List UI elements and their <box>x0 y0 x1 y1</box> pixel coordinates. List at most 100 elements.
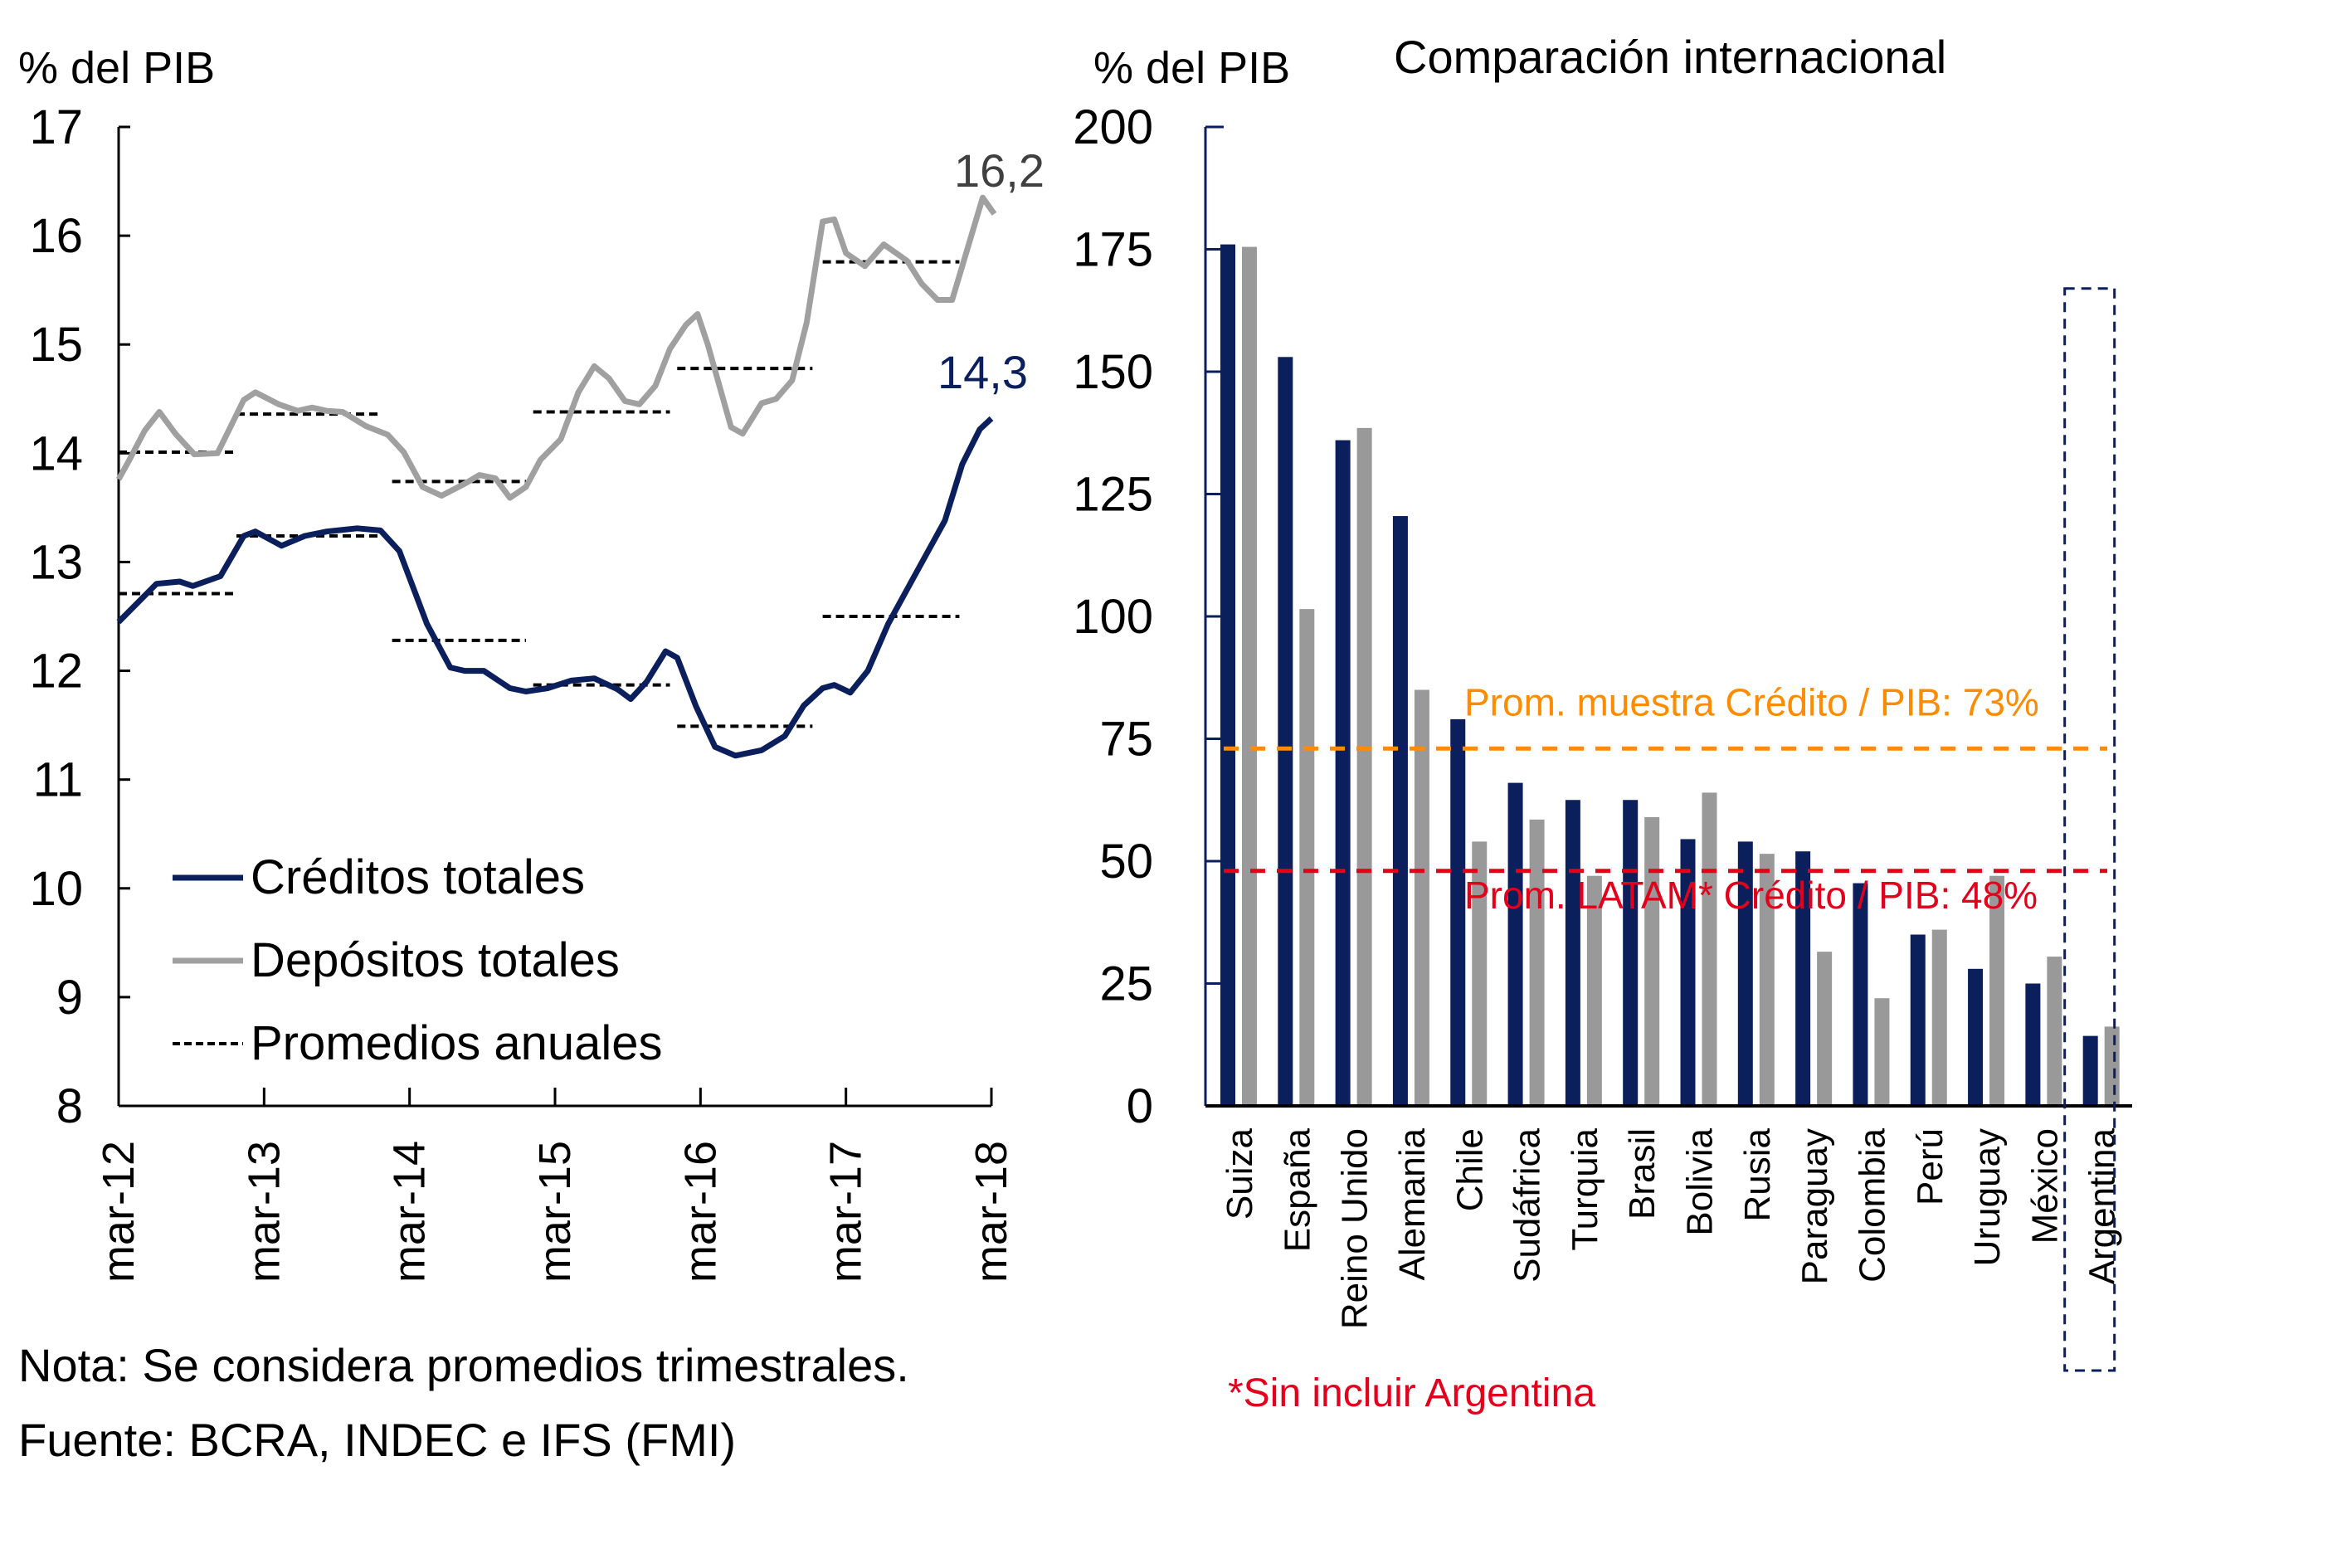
series-line-depositos <box>115 194 997 501</box>
category-label: Argentina <box>2082 1127 2123 1284</box>
legend-label-promedios: Promedios anuales <box>251 1016 663 1070</box>
left-y-tick-label: 17 <box>29 100 83 154</box>
category-label: Bolivia <box>1680 1127 1721 1235</box>
legend-item-creditos: Créditos totales <box>173 850 585 904</box>
bar-credito-brasil <box>1623 800 1639 1106</box>
bar-credito-rusia <box>1737 841 1753 1106</box>
left-y-tick-label: 10 <box>29 862 83 916</box>
left-y-tick-label: 12 <box>29 645 83 699</box>
category-label: Sudáfrica <box>1507 1127 1548 1282</box>
category-label: Rusia <box>1737 1127 1778 1221</box>
legend-label-creditos: Créditos totales <box>251 850 585 904</box>
left-y-tick-label: 13 <box>29 535 83 589</box>
right-y-tick-label: 200 <box>1073 100 1153 154</box>
bar-credito-uruguay <box>1968 968 1984 1106</box>
bar-credito-argentina <box>2082 1035 2098 1106</box>
footnote-text: *Sin incluir Argentina <box>1228 1371 1595 1415</box>
right-y-tick-label: 0 <box>1127 1079 1153 1133</box>
bar-credito-alemania <box>1392 516 1408 1106</box>
left-x-tick-label: mar-12 <box>94 1141 144 1283</box>
bar-credito-chile <box>1450 718 1466 1106</box>
category-label: Uruguay <box>1967 1128 2008 1266</box>
bar-credito-perú <box>1910 934 1926 1106</box>
category-label: Paraguay <box>1794 1128 1835 1284</box>
legend-item-promedios: Promedios anuales <box>173 1016 663 1070</box>
bar-deposito-paraguay <box>1817 952 1833 1106</box>
right-y-axis-ticks: 200 175 150 125 100 75 50 25 0 <box>1073 100 1224 1133</box>
left-y-tick-label: 8 <box>56 1079 83 1133</box>
source-text: Fuente: BCRA, INDEC e IFS (FMI) <box>18 1414 736 1466</box>
bar-deposito-méxico <box>2047 957 2062 1106</box>
bar-deposito-suiza <box>1242 246 1257 1106</box>
category-label: Brasil <box>1622 1128 1663 1220</box>
series-line-creditos <box>116 416 994 759</box>
bar-deposito-bolivia <box>1702 792 1717 1106</box>
left-x-tick-label: mar-13 <box>239 1141 289 1283</box>
category-labels: Suiza España Reino Unido Alemania Chile Sudáf… <box>1220 1127 2123 1329</box>
category-label: Chile <box>1449 1128 1490 1211</box>
end-label-creditos: 14,3 <box>937 346 1028 398</box>
category-label: Alemania <box>1392 1127 1433 1280</box>
bars <box>1220 244 2120 1107</box>
right-y-tick-label: 25 <box>1099 957 1153 1011</box>
category-label: México <box>2024 1128 2065 1244</box>
bar-deposito-perú <box>1931 929 1947 1106</box>
annual-averages <box>119 260 960 728</box>
left-y-axis-ticks: 17 16 15 14 13 12 11 10 9 8 <box>29 100 130 1133</box>
left-x-tick-label: mar-15 <box>530 1141 580 1283</box>
bar-deposito-argentina <box>2104 1026 2120 1106</box>
left-y-tick-label: 14 <box>29 426 83 480</box>
end-label-depositos: 16,2 <box>954 144 1045 197</box>
right-y-tick-label: 100 <box>1073 590 1153 644</box>
right-y-tick-label: 125 <box>1073 468 1153 522</box>
right-y-tick-label: 150 <box>1073 345 1153 399</box>
right-chart-title: Comparación internacional <box>1394 31 1946 83</box>
category-label: España <box>1277 1127 1317 1252</box>
reference-lines: Prom. muestra Crédito / PIB: 73% Prom. LA… <box>1224 680 2107 917</box>
right-bar-chart: % del PIB Comparación internacional 200 1… <box>1073 31 2132 1415</box>
legend: Créditos totales Depósitos totales Prome… <box>173 850 663 1070</box>
left-y-tick-label: 9 <box>56 971 83 1025</box>
right-y-axis-label: % del PIB <box>1093 43 1290 93</box>
bar-credito-bolivia <box>1680 839 1696 1106</box>
bar-deposito-brasil <box>1644 816 1660 1106</box>
bar-deposito-sudáfrica <box>1529 819 1545 1106</box>
reference-line-label-48: Prom. LATAM* Crédito / PIB: 48% <box>1464 874 2038 917</box>
bar-deposito-turquia <box>1586 875 1602 1106</box>
note-text: Nota: Se considera promedios trimestrale… <box>18 1339 909 1391</box>
right-y-tick-label: 75 <box>1099 713 1153 767</box>
bar-credito-suiza <box>1220 244 1235 1107</box>
category-label: Reino Unido <box>1335 1128 1376 1329</box>
bar-deposito-reino-unido <box>1356 427 1372 1106</box>
bar-credito-paraguay <box>1795 851 1811 1106</box>
bar-deposito-uruguay <box>1989 875 2005 1106</box>
bar-credito-españa <box>1278 357 1293 1106</box>
bar-credito-sudáfrica <box>1507 782 1523 1106</box>
left-y-tick-label: 16 <box>29 209 83 263</box>
left-x-tick-label: mar-18 <box>967 1141 1016 1283</box>
legend-item-depositos: Depósitos totales <box>173 933 620 987</box>
bar-credito-colombia <box>1853 883 1868 1106</box>
left-y-axis-label: % del PIB <box>18 43 215 93</box>
reference-line-label-73: Prom. muestra Crédito / PIB: 73% <box>1464 680 2039 723</box>
category-label: Suiza <box>1220 1127 1260 1220</box>
right-y-tick-label: 50 <box>1099 835 1153 889</box>
bar-deposito-colombia <box>1874 998 1890 1106</box>
category-label: Turquia <box>1565 1127 1605 1250</box>
right-y-tick-label: 175 <box>1073 223 1153 277</box>
bar-credito-méxico <box>2025 983 2041 1106</box>
bar-credito-turquia <box>1565 800 1580 1106</box>
left-x-axis-ticks: mar-12 mar-13 mar-14 mar-15 mar-16 mar-17 mar-… <box>94 1088 1016 1283</box>
bar-deposito-chile <box>1472 841 1488 1106</box>
legend-label-depositos: Depósitos totales <box>251 933 620 987</box>
category-label: Perú <box>1910 1128 1950 1205</box>
left-x-tick-label: mar-17 <box>821 1141 871 1283</box>
left-x-tick-label: mar-16 <box>675 1141 725 1283</box>
bar-deposito-rusia <box>1759 854 1775 1106</box>
bar-deposito-españa <box>1299 609 1315 1106</box>
bar-deposito-alemania <box>1414 689 1429 1106</box>
left-y-tick-label: 11 <box>33 753 83 807</box>
left-x-tick-label: mar-14 <box>385 1141 435 1283</box>
